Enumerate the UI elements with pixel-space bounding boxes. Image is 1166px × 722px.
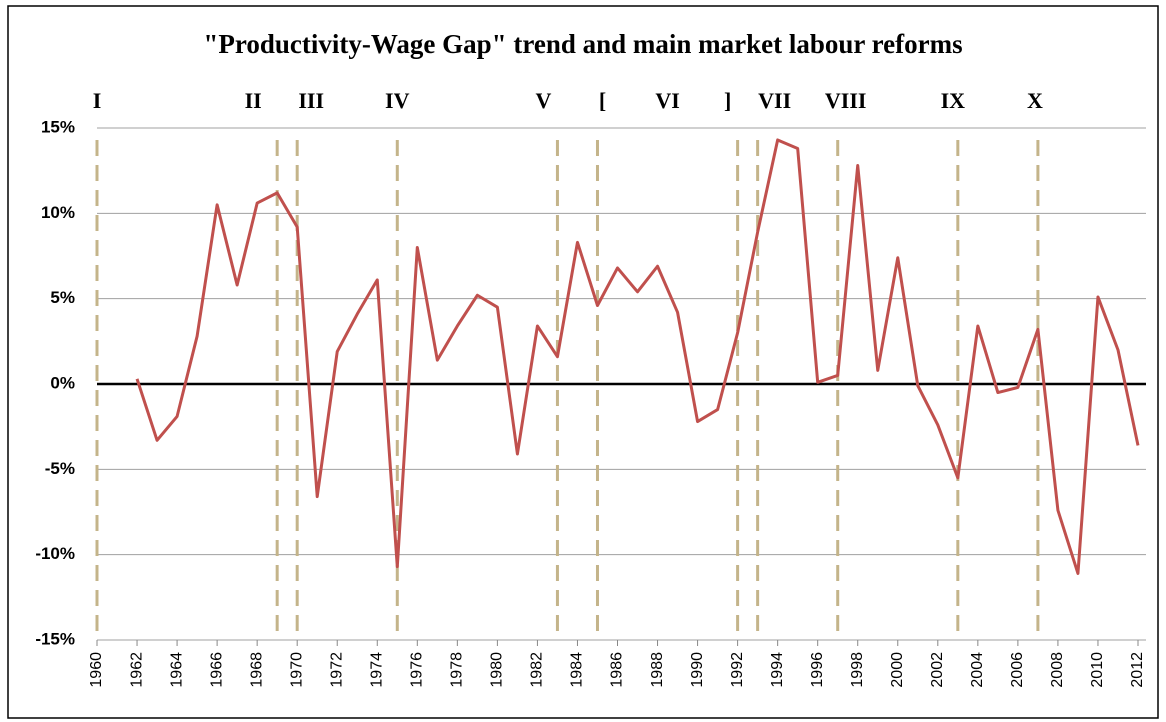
x-tick-label: 1974 [368,652,385,688]
reform-label: IV [385,88,410,113]
x-tick-label: 1992 [729,652,746,688]
reform-label: VII [758,88,791,113]
y-tick-label: -10% [35,544,75,563]
reform-label: [ [599,88,606,113]
reform-label: ] [724,88,731,113]
x-tick-label: 1988 [649,652,666,688]
x-tick-label: 1998 [849,652,866,688]
x-tick-label: 2008 [1049,652,1066,688]
x-tick-label: 1962 [128,652,145,688]
reform-label: III [298,88,324,113]
x-tick-label: 1980 [489,652,506,688]
x-tick-label: 1990 [689,652,706,688]
reform-label: II [245,88,262,113]
x-tick-label: 1994 [769,652,786,688]
x-tick-label: 2000 [889,652,906,688]
x-tick-label: 1976 [409,652,426,688]
x-tick-label: 2004 [969,652,986,688]
reform-span-label: VI [655,88,679,113]
y-tick-label: 5% [50,288,75,307]
y-tick-label: 10% [41,203,75,222]
x-tick-label: 2002 [929,652,946,688]
reform-label: VIII [825,88,867,113]
frame [7,5,1159,719]
x-tick-label: 2012 [1129,652,1146,688]
x-tick-label: 1968 [248,652,265,688]
y-tick-label: 15% [41,117,75,136]
x-tick-label: 1964 [168,652,185,688]
x-tick-label: 1970 [288,652,305,688]
y-tick-label: 0% [50,373,75,392]
chart-title: "Productivity-Wage Gap" trend and main m… [203,29,962,59]
y-tick-label: -15% [35,629,75,648]
reform-label: V [535,88,551,113]
y-tick-label: -5% [45,459,75,478]
x-tick-label: 1978 [449,652,466,688]
reform-label: IX [941,88,966,113]
series-line [135,138,1140,575]
reform-label: I [93,88,102,113]
x-tick-label: 1966 [208,652,225,688]
x-tick-label: 1960 [88,652,105,688]
x-tick-label: 1982 [529,652,546,688]
reform-label: X [1027,88,1043,113]
x-tick-label: 1984 [569,652,586,688]
x-tick-label: 1986 [609,652,626,688]
x-tick-label: 1996 [809,652,826,688]
x-tick-label: 1972 [328,652,345,688]
x-tick-label: 2006 [1009,652,1026,688]
x-tick-label: 2010 [1089,652,1106,688]
